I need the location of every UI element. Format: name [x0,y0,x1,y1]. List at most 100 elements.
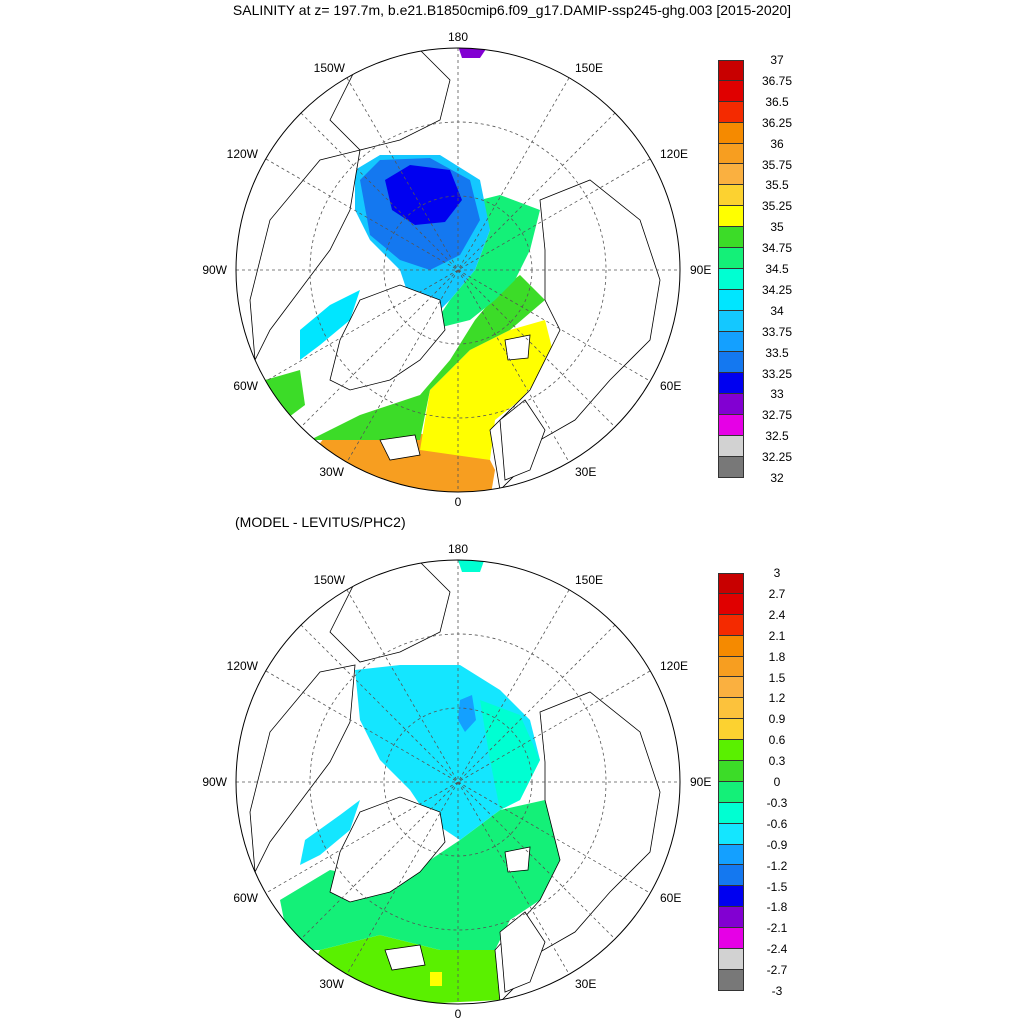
colorbar-tick-label: 2.4 [768,607,786,622]
colorbar-swatch [718,614,744,636]
iceland-yellow-patch [430,972,442,986]
atlantic-green-field [310,275,545,440]
norway-coast [499,911,546,993]
greenland-coast [329,796,446,903]
lon-label-150e: 150E [575,61,603,75]
colorbar-tick-label: 2.1 [768,628,786,643]
colorbar-swatch [718,656,744,678]
colorbar-swatch [718,593,744,615]
lon-label-120w: 120W [227,659,259,673]
colorbar-tick-label: 1.2 [768,691,786,706]
iceland [384,944,426,971]
figure-title: SALINITY at z= 197.7m, b.e21.B1850cmip6.… [232,2,792,18]
colorbar-tick-label: 37 [770,53,784,67]
colorbar-swatch [718,60,744,81]
lon-label-60e: 60E [660,891,681,905]
lon-label-30w: 30W [319,977,344,991]
colorbar-swatch [718,677,744,699]
colorbar-tick-label: 33.25 [761,366,793,381]
colorbar-swatch [718,886,744,908]
lon-label-90w: 90W [202,775,227,789]
colorbar-tick-label: -2.7 [766,963,788,978]
colorbar-tick-label: 33 [770,387,784,402]
colorbar-tick-label: 0 [773,775,781,789]
colorbar-swatch [718,289,744,311]
colorbar-swatch [718,802,744,824]
colorbar-swatch [718,415,744,437]
atlantic-green-field [280,800,560,950]
colorbar-swatch [718,143,744,165]
north-america-coast [249,149,361,362]
colorbar-tick-label: 2.7 [768,586,786,601]
lon-label-30e: 30E [575,465,596,479]
colorbar-tick-label: 34.25 [761,282,793,297]
colorbar-tick-label: 3 [773,566,781,580]
bering-patch [458,560,485,572]
colorbar-tick-label: -2.1 [766,921,788,936]
colorbar-tick-label: 35.75 [761,157,793,172]
norway-coast [499,399,546,481]
eurasian-cyan-field [430,195,540,330]
lon-label-90e: 90E [690,775,711,789]
colorbar-tick-label: 35 [770,220,784,235]
colorbar-swatch [718,781,744,803]
colorbar-tick-label: 0.9 [768,712,786,727]
colorbar-swatch [718,394,744,416]
lon-label-90w: 90W [202,263,227,277]
colorbar-swatch [718,698,744,720]
baffin-field [300,290,360,360]
colorbar-tick-label: -0.3 [766,795,788,810]
colorbar-tick-label: 1.8 [768,649,786,664]
colorbar-tick-label: -1.8 [766,900,788,915]
colorbar-swatch [718,373,744,395]
colorbar-tick-label: 0.6 [768,733,786,748]
colorbar-tick-label: 34 [770,303,784,318]
colorbar-tick-label: -2.4 [766,942,788,957]
lon-label-30w: 30W [319,465,344,479]
colorbar-tick-label: 32.75 [761,408,793,423]
salinity-colorbar [718,60,744,478]
lon-label-150e: 150E [575,573,603,587]
colorbar-swatch [718,949,744,970]
alaska-coast [329,49,451,151]
colorbar-swatch [718,227,744,249]
colorbar-swatch [718,823,744,845]
colorbar-swatch [718,206,744,228]
colorbar-tick-label: 35.25 [761,199,793,214]
colorbar-tick-label: 32 [770,471,784,485]
colorbar-swatch [718,928,744,950]
colorbar-swatch [718,352,744,374]
eurasian-teal-field [480,700,540,810]
svalbard [504,846,531,873]
lon-label-30e: 30E [575,977,596,991]
baffin-field [300,800,360,865]
colorbar-swatch [718,761,744,782]
colorbar-swatch [718,740,744,762]
colorbar-tick-label: 33.5 [765,345,789,360]
colorbar-swatch [718,185,744,207]
lon-label-120e: 120E [660,659,688,673]
colorbar-tick-label: 35.5 [765,178,789,193]
colorbar-tick-label: 36.25 [761,115,793,130]
colorbar-swatch [718,248,744,269]
colorbar-tick-label: -0.9 [766,837,788,852]
lon-label-180: 180 [448,542,468,556]
colorbar-swatch [718,436,744,457]
labrador-field [265,370,305,420]
colorbar-swatch [718,635,744,657]
lon-label-120w: 120W [227,147,259,161]
colorbar-tick-label: -1.2 [766,858,788,873]
difference-colorbar [718,573,744,991]
colorbar-tick-label: 36.75 [761,73,793,88]
colorbar-swatch [718,844,744,866]
colorbar-swatch [718,865,744,887]
svalbard [504,334,531,361]
greenland-coast [329,284,446,391]
colorbar-tick-label: 36.5 [765,94,789,109]
alaska-coast [329,561,451,663]
colorbar-swatch [718,331,744,353]
difference-subtitle: (MODEL - LEVITUS/PHC2) [235,514,406,530]
colorbar-tick-label: 36 [770,136,784,151]
lon-label-60w: 60W [233,379,258,393]
colorbar-tick-label: 32.25 [761,450,793,465]
